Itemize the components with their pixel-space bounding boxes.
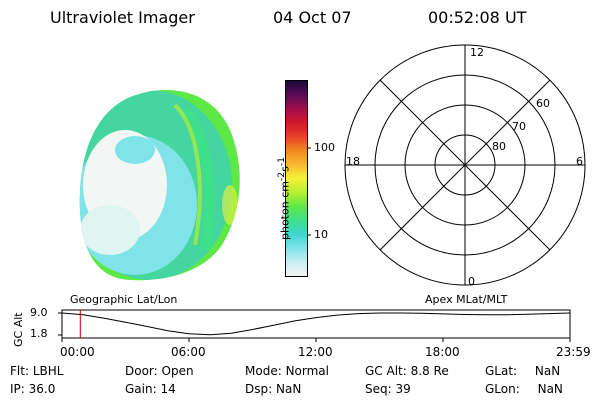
door-field: Door: Open bbox=[125, 364, 194, 378]
colorbar-tick-10: 10 bbox=[314, 228, 328, 241]
lat-label-60: 60 bbox=[536, 97, 550, 110]
glon-value: NaN bbox=[537, 382, 563, 396]
gcalt-value: 8.8 Re bbox=[410, 364, 449, 378]
header-date: 04 Oct 07 bbox=[273, 8, 352, 27]
instrument-title: Ultraviolet Imager bbox=[50, 8, 195, 27]
timeline-xtick-label: 18:00 bbox=[425, 345, 460, 359]
timeline-right-caption: Apex MLat/MLT bbox=[425, 293, 508, 306]
timeline-frame bbox=[61, 309, 571, 339]
timeline-xtick-label: 06:00 bbox=[171, 345, 206, 359]
gcalt-field: GC Alt: 8.8 Re bbox=[365, 364, 449, 378]
gain-field: Gain: 14 bbox=[125, 382, 176, 396]
altitude-curve bbox=[61, 312, 571, 336]
ip-field: IP: 36.0 bbox=[10, 382, 56, 396]
timeline-xtick-label: 00:00 bbox=[60, 345, 95, 359]
mlt-label-0: 0 bbox=[468, 275, 475, 288]
timeline-left-caption: Geographic Lat/Lon bbox=[70, 293, 178, 306]
glat-field: GLat: NaN bbox=[485, 364, 561, 378]
mlt-label-6: 6 bbox=[576, 155, 583, 168]
glat-value: NaN bbox=[534, 364, 561, 378]
dsp-value: NaN bbox=[275, 382, 302, 396]
lat-label-70: 70 bbox=[512, 120, 526, 133]
flt-value: LBHL bbox=[32, 364, 64, 378]
timeline-ytick-top: 9.0 bbox=[30, 306, 48, 319]
door-value: Open bbox=[161, 364, 194, 378]
timeline-xtick-label: 12:00 bbox=[298, 345, 333, 359]
globe-disk bbox=[79, 90, 240, 281]
dsp-field: Dsp: NaN bbox=[245, 382, 302, 396]
timeline-ytick-bottom: 1.8 bbox=[30, 327, 48, 340]
mode-value: Normal bbox=[285, 364, 329, 378]
seq-field: Seq: 39 bbox=[365, 382, 411, 396]
timeline-xtick-label: 23:59 bbox=[556, 345, 591, 359]
mlt-label-12: 12 bbox=[470, 46, 484, 59]
colorbar bbox=[285, 80, 308, 277]
flt-field: Flt: LBHL bbox=[10, 364, 64, 378]
header-time: 00:52:08 UT bbox=[428, 8, 527, 27]
mode-field: Mode: Normal bbox=[245, 364, 329, 378]
diagonal-2 bbox=[379, 79, 551, 251]
gain-value: 14 bbox=[160, 382, 176, 396]
colorbar-tick-100: 100 bbox=[314, 141, 335, 154]
ip-value: 36.0 bbox=[28, 382, 56, 396]
mlt-label-18: 18 bbox=[346, 155, 360, 168]
lat-label-80: 80 bbox=[492, 140, 506, 153]
glon-field: GLon: NaN bbox=[485, 382, 563, 396]
seq-value: 39 bbox=[395, 382, 411, 396]
